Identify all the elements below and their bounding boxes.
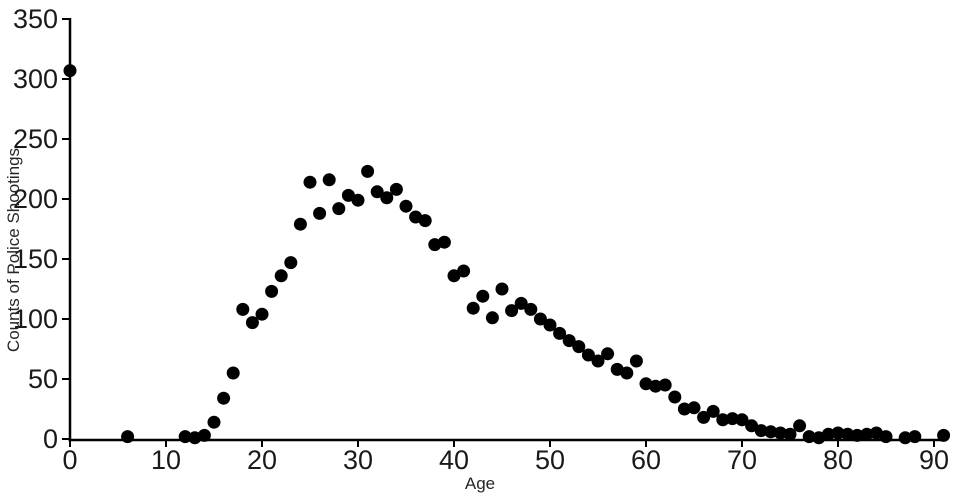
data-point [802,430,816,444]
x-tick-label: 0 [62,445,77,475]
data-point [658,378,672,392]
data-point [697,410,711,424]
data-point [524,302,538,316]
y-axis-label: Counts of Police Shootings [4,148,23,352]
y-tick-label: 100 [13,304,58,334]
data-point [735,413,749,427]
x-tick-label: 20 [247,445,277,475]
data-point [332,202,346,216]
data-point [255,307,269,321]
x-tick-label: 40 [439,445,469,475]
data-point [821,427,835,441]
data-point [908,430,922,444]
data-point [937,428,951,442]
data-point [399,199,413,213]
data-point [754,424,768,438]
data-point [370,185,384,199]
data-point [341,188,355,202]
axis-ticks: 0 10 20 30 40 50 60 70 80 90 0 50 100 150 200 250 300 350 [13,4,949,475]
data-point [601,347,615,361]
y-tick-label: 350 [13,4,58,34]
data-point [860,427,874,441]
x-tick-label: 60 [631,445,661,475]
data-point [543,318,557,332]
x-tick-label: 70 [727,445,757,475]
x-axis-label: Age [465,474,495,493]
data-point [466,301,480,315]
data-point [361,164,375,178]
data-point [562,334,576,348]
data-point [831,426,845,440]
y-tick-label: 300 [13,64,58,94]
y-tick-label: 150 [13,244,58,274]
data-point [591,354,605,368]
y-tick-label: 0 [43,424,58,454]
data-point [207,415,221,429]
y-tick-label: 50 [28,364,58,394]
x-tick-label: 10 [151,445,181,475]
data-point [437,235,451,249]
data-point [284,256,298,270]
data-point [418,214,432,228]
data-point [745,419,759,433]
data-point [716,413,730,427]
data-point [879,430,893,444]
data-point [389,182,403,196]
data-point [553,326,567,340]
data-point [620,366,634,380]
axes [68,18,946,442]
data-point [533,312,547,326]
data-point [197,428,211,442]
data-point [898,431,912,445]
data-point [226,366,240,380]
data-point [351,193,365,207]
data-point [649,379,663,393]
data-point [380,191,394,205]
x-tick-label: 30 [343,445,373,475]
y-tick-label: 250 [13,124,58,154]
data-point [236,302,250,316]
data-point [706,404,720,418]
data-point [63,64,77,78]
data-point [274,269,288,283]
data-point [293,217,307,231]
data-point [495,282,509,296]
data-point [245,316,259,330]
data-point [505,304,519,318]
data-point [514,296,528,310]
data-point [217,391,231,405]
data-point [783,427,797,441]
data-point [764,425,778,439]
data-point [447,269,461,283]
data-point [121,430,135,444]
x-tick-label: 80 [823,445,853,475]
data-point [322,173,336,187]
data-point [178,430,192,444]
data-point [485,311,499,325]
data-point [773,426,787,440]
x-tick-label: 50 [535,445,565,475]
data-point [303,175,317,189]
data-point [476,289,490,303]
data-point [850,428,864,442]
data-point [793,419,807,433]
x-tick-label: 90 [919,445,949,475]
data-point [668,390,682,404]
data-points [63,64,951,445]
data-point [841,427,855,441]
data-point [629,354,643,368]
data-point [457,264,471,278]
data-point [265,284,279,298]
data-point [687,401,701,415]
data-point [572,340,586,354]
data-point [677,402,691,416]
data-point [313,206,327,220]
y-tick-label: 200 [13,184,58,214]
data-point [581,348,595,362]
data-point [725,412,739,426]
